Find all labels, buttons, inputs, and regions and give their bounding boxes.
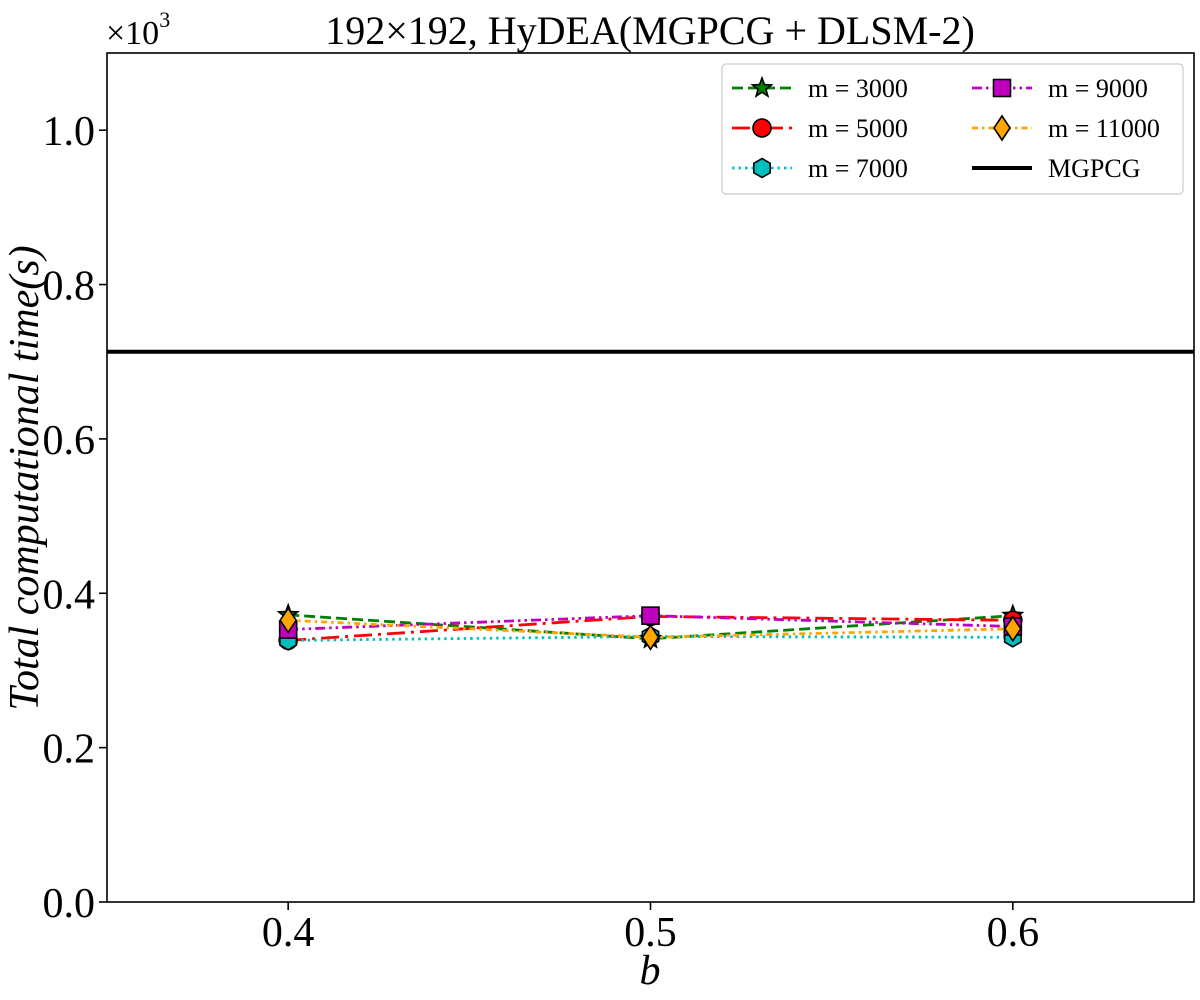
legend-marker-4 <box>993 114 1011 142</box>
y-tick-label: 0.2 <box>43 727 96 773</box>
series-4-point-2 <box>1003 615 1022 643</box>
legend: m = 3000 m = 5000 m = 7000 m = 9000 m = 1100… <box>721 63 1184 195</box>
legend-label-0: m = 3000 <box>808 74 908 103</box>
legend-label-5: MGPCG <box>1048 154 1140 183</box>
y-tick-label: 0.6 <box>43 418 96 464</box>
series-line-4 <box>288 618 1013 639</box>
y-tick-label: 0.0 <box>43 881 96 927</box>
x-axis-label: b <box>640 948 661 994</box>
plot-area <box>107 349 1194 651</box>
y-tick-label: 1.0 <box>43 109 96 155</box>
legend-frame <box>721 63 1184 195</box>
series-4-point-0 <box>279 606 298 634</box>
chart-title: 192×192, HyDEA(MGPCG + DLSM-2) <box>325 8 975 53</box>
y-axis: 0.0 0.2 0.4 0.6 0.8 1.0 <box>43 109 107 927</box>
x-tick-label: 0.5 <box>624 910 677 956</box>
x-axis: 0.4 0.5 0.6 <box>262 902 1039 956</box>
y-tick-label: 0.8 <box>43 264 96 310</box>
series-4-point-1 <box>641 623 660 651</box>
legend-marker-3 <box>992 78 1012 98</box>
x-tick-label: 0.6 <box>987 910 1040 956</box>
series-3-point-1 <box>641 606 660 625</box>
legend-label-2: m = 7000 <box>808 154 908 183</box>
y-axis-multiplier-exponent: 3 <box>159 7 170 32</box>
y-axis-label: Total computational time(s) <box>2 245 48 710</box>
legend-label-1: m = 5000 <box>808 114 908 143</box>
legend-label-3: m = 9000 <box>1048 74 1148 103</box>
legend-marker-0 <box>750 75 774 98</box>
legend-marker-2 <box>752 157 772 179</box>
series-line-0 <box>288 613 1013 641</box>
y-axis-multiplier: ×103 <box>106 7 170 52</box>
y-tick-label: 0.4 <box>43 572 96 618</box>
legend-label-4: m = 11000 <box>1048 114 1160 143</box>
legend-marker-1 <box>752 118 772 138</box>
y-axis-multiplier-base: ×10 <box>106 15 159 52</box>
x-tick-label: 0.4 <box>262 910 315 956</box>
